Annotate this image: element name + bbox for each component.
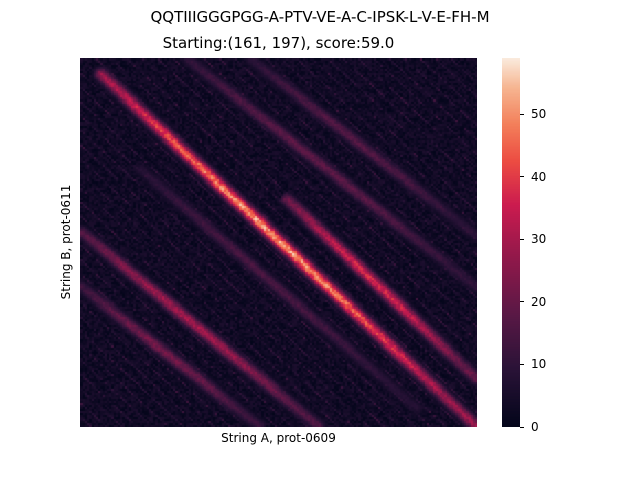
heatmap-plot-area	[80, 58, 477, 427]
colorbar-tick	[520, 363, 524, 365]
colorbar	[502, 58, 520, 427]
colorbar-tick-label: 50	[531, 107, 547, 122]
chart-title: Starting:(161, 197), score:59.0	[162, 34, 395, 52]
colorbar-tick	[520, 238, 524, 240]
colorbar-tick-label: 10	[531, 357, 547, 372]
colorbar-tick	[520, 176, 524, 178]
colorbar-tick	[520, 301, 524, 303]
figure-suptitle: QQTIIIGGGPGG-A-PTV-VE-A-C-IPSK-L-V-E-FH-…	[150, 8, 490, 26]
colorbar-tick-label: 40	[531, 169, 547, 184]
colorbar-tick-label: 30	[531, 232, 547, 247]
y-axis-label: String B, prot-0611	[59, 184, 73, 300]
colorbar-tick	[520, 113, 524, 115]
x-axis-label: String A, prot-0609	[221, 431, 336, 445]
colorbar-tick-label: 20	[531, 294, 547, 309]
colorbar-tick-label: 0	[531, 420, 539, 434]
colorbar-tick	[520, 426, 524, 428]
